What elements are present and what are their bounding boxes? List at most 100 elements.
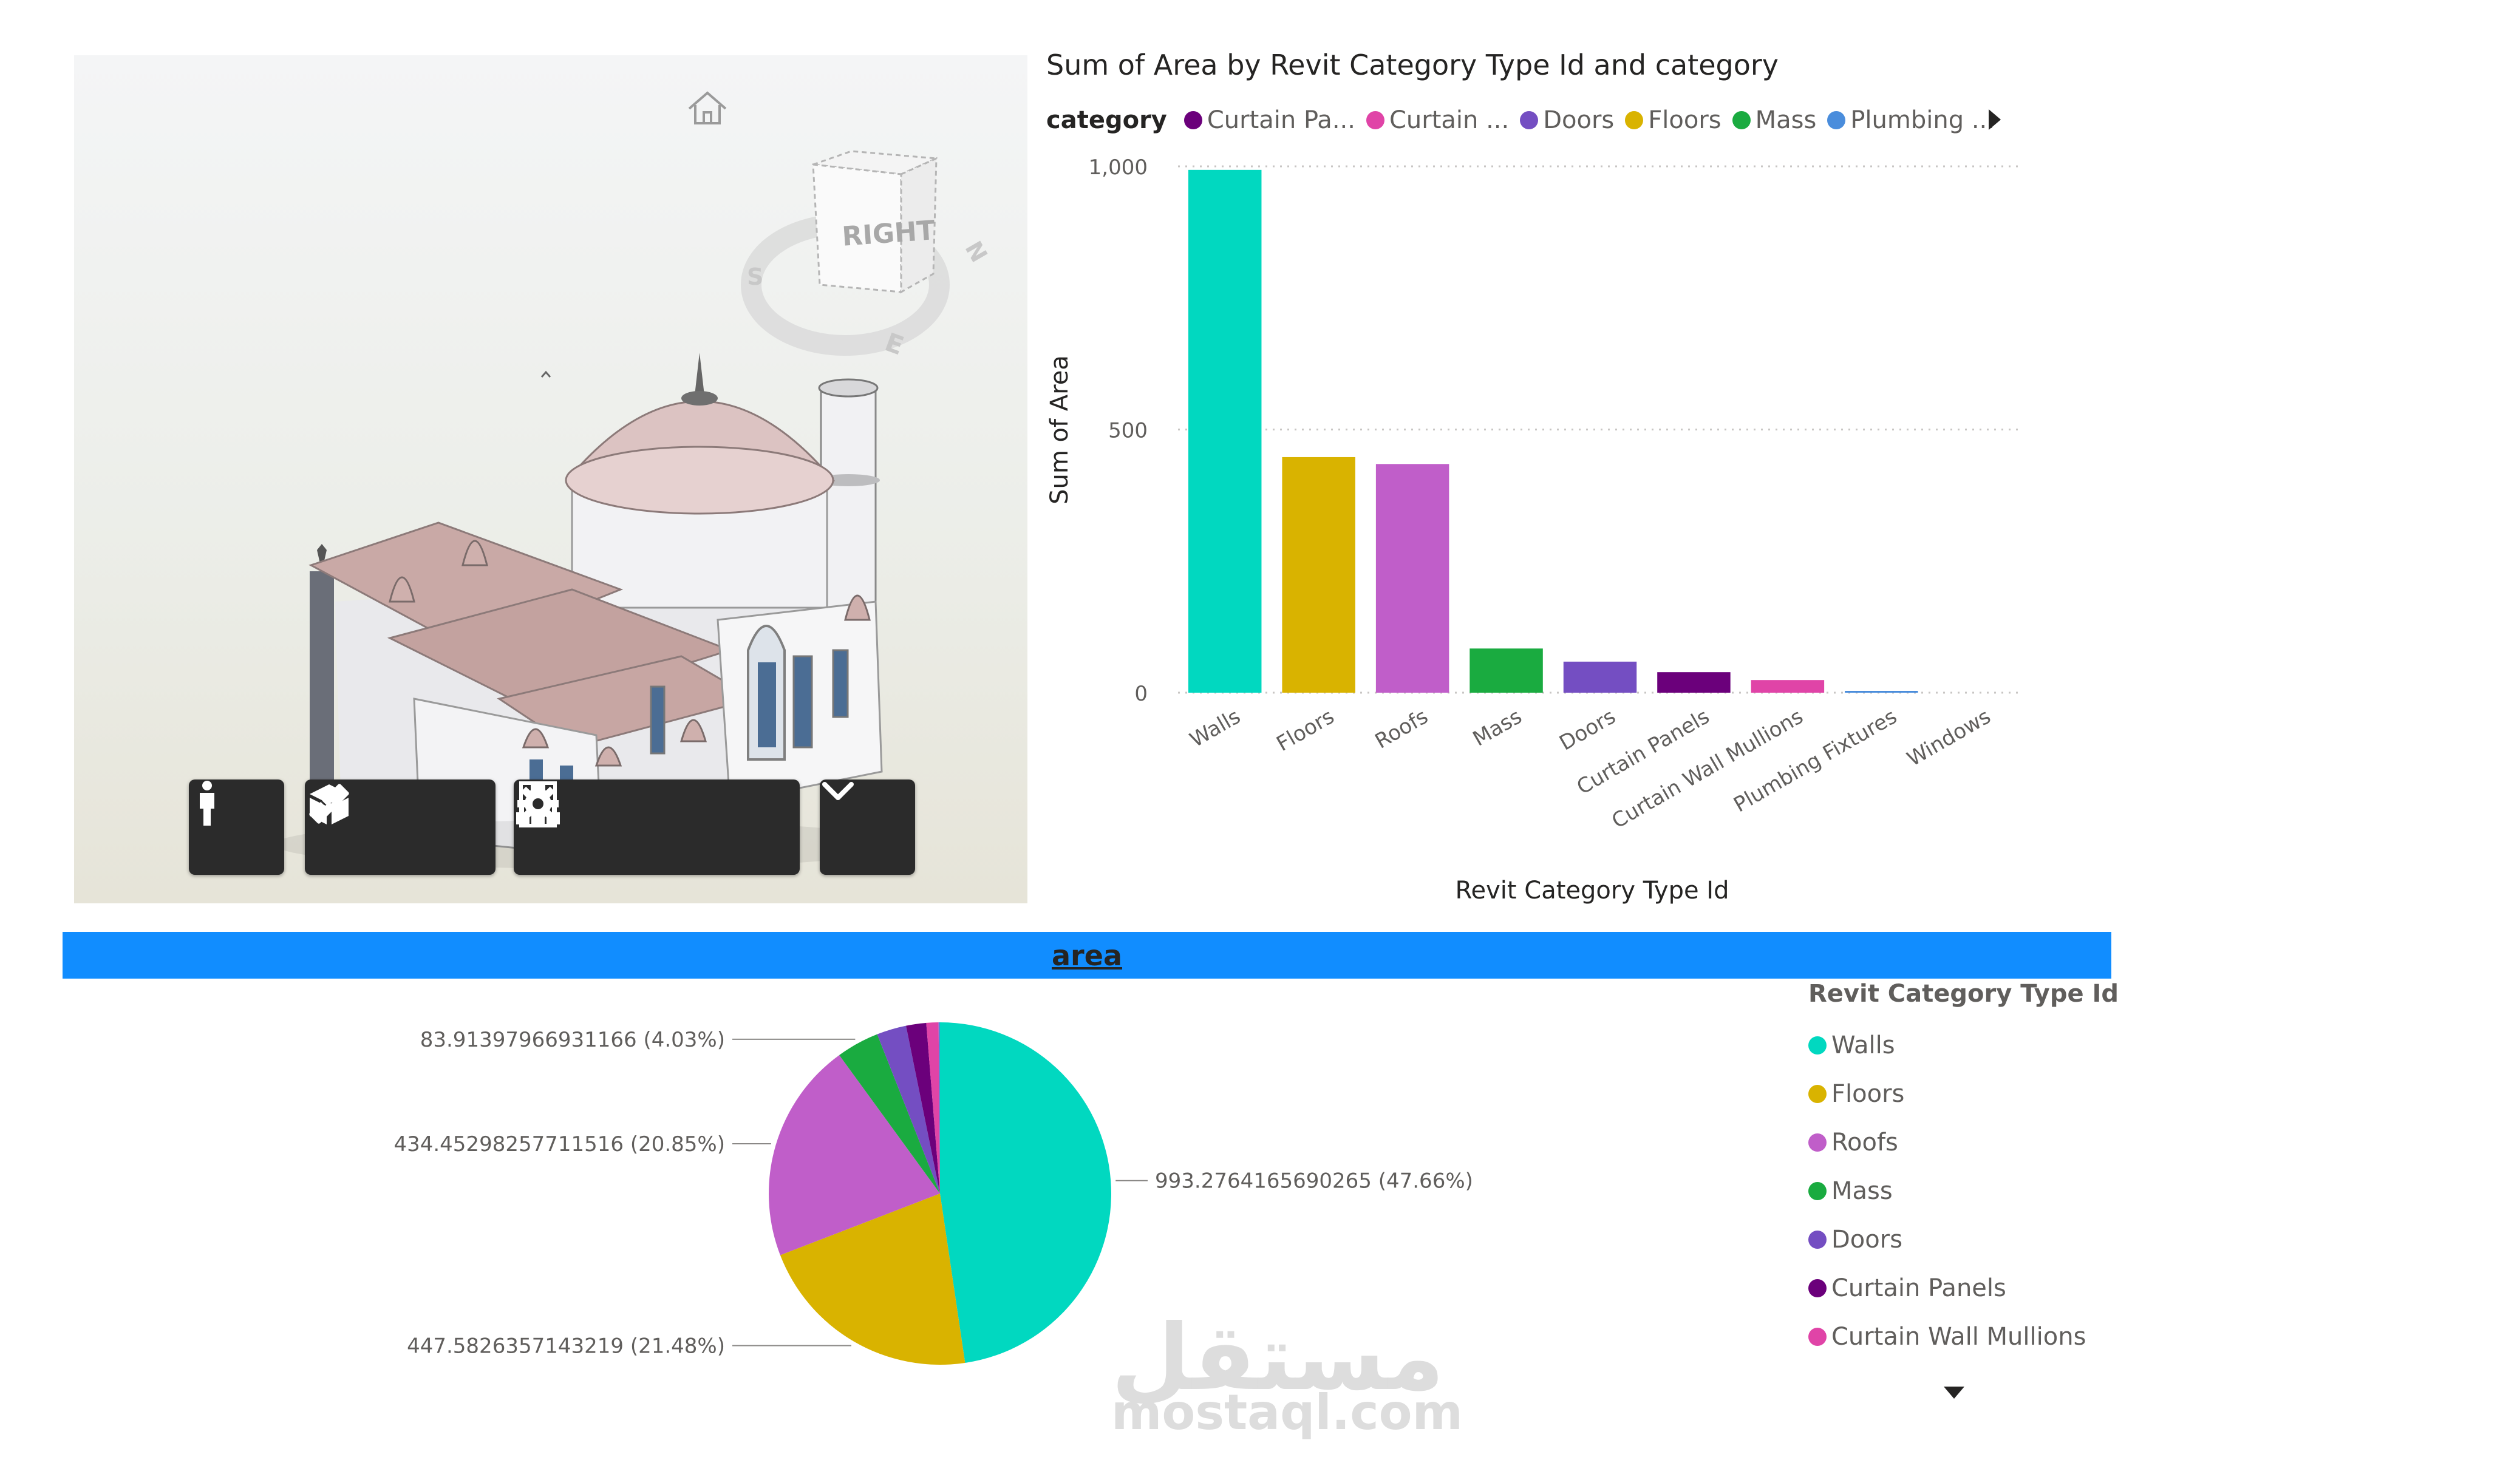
pie-legend-item-curtain-wall-mullions[interactable]: Curtain Wall Mullions [1808,1313,2119,1361]
y-tick-label: 500 [1108,419,1148,443]
pie-legend-item-curtain-panels[interactable]: Curtain Panels [1808,1264,2119,1313]
bar-plumbing-fixtures[interactable] [1845,691,1918,693]
legend-swatch [1808,1279,1827,1297]
bar-curtain-wall-mullions[interactable] [1751,680,1825,693]
legend-label: Walls [1831,1031,1895,1059]
legend-swatch [1808,1231,1827,1249]
pie-chart-legend: Revit Category Type Id Walls Floors Roofs M… [1808,980,2119,1361]
marker-icon [540,370,551,378]
y-tick-label: 0 [1134,682,1148,706]
section-box-button[interactable] [310,779,495,875]
area-header-title: area [1052,939,1122,972]
legend-item-floors[interactable]: Floors [1625,106,1721,134]
legend-swatch [1520,111,1539,129]
first-person-button[interactable] [189,779,284,875]
legend-item-mass[interactable]: Mass [1732,106,1817,134]
legend-label: Roofs [1831,1129,1898,1156]
pie-legend-item-floors[interactable]: Floors [1808,1070,2119,1118]
view-cube-label: RIGHT [841,215,936,253]
legend-label: Curtain Pa... [1207,106,1355,134]
bar-doors[interactable] [1563,661,1637,693]
legend-scroll-down-icon[interactable] [1944,1387,1964,1399]
bar-floors[interactable] [1282,457,1355,693]
model-viewer[interactable]: S E N RIGHT [74,55,1027,903]
toolbar-expand [820,779,915,875]
legend-swatch [1808,1085,1827,1103]
y-axis-label: Sum of Area [1046,355,1074,504]
toolbar-modeling [305,779,495,875]
legend-swatch [1732,111,1751,129]
pie-legend-item-roofs[interactable]: Roofs [1808,1118,2119,1167]
legend-item-doors[interactable]: Doors [1520,106,1614,134]
legend-swatch [1808,1182,1827,1200]
pie-slice-walls[interactable] [940,1022,1112,1363]
chevron-down-icon [822,782,854,800]
legend-label: Floors [1831,1080,1905,1108]
pie-slice-curtain-wall-mullions[interactable] [926,1022,940,1194]
bar-chart-legend: category Curtain Pa... Curtain ... Doors… [1046,104,2006,136]
pie-data-label: 434.45298257711516 (20.85%) [393,1132,725,1156]
legend-swatch [1827,111,1846,129]
toolbar-properties [514,779,800,875]
pie-slice-doors[interactable] [877,1025,940,1194]
legend-swatch [1366,111,1384,129]
toolbar-navigation [189,779,284,875]
pie-slice-floors[interactable] [780,1194,965,1365]
legend-swatch [1625,111,1644,129]
legend-label: Doors [1831,1226,1903,1254]
bar-roofs[interactable] [1375,464,1449,693]
bar-walls[interactable] [1188,169,1262,693]
legend-swatch [1808,1133,1827,1152]
pie-slice-plumbing-fixtures[interactable] [938,1022,940,1194]
compass-s: S [747,263,763,290]
bar-chart-y-axis: 0 500 1,000 [1089,155,1148,706]
pie-slice-mass[interactable] [839,1034,940,1194]
pie-data-label: 83.91397966931166 (4.03%) [420,1028,725,1052]
legend-item-plumbing[interactable]: Plumbing ... [1827,106,1995,134]
pie-legend-item-mass[interactable]: Mass [1808,1167,2119,1215]
pie-slice-roofs[interactable] [769,1055,940,1255]
legend-label: Floors [1648,106,1721,134]
pie-legend-title: Revit Category Type Id [1808,980,2119,1008]
y-tick-label: 1,000 [1089,155,1148,180]
legend-label: Curtain ... [1389,106,1510,134]
bar-chart-bars [1188,169,1918,693]
legend-label: Curtain Panels [1831,1274,2006,1302]
expand-toolbar-button[interactable] [820,779,915,875]
pie-legend-item-walls[interactable]: Walls [1808,1021,2119,1070]
legend-title: category [1046,106,1167,134]
legend-label: Mass [1831,1177,1893,1205]
legend-label: Curtain Wall Mullions [1831,1323,2086,1351]
legend-label: Mass [1755,106,1817,134]
legend-item-curtain-panels[interactable]: Curtain Pa... [1183,106,1355,134]
view-cube[interactable]: RIGHT [812,150,940,294]
settings-button[interactable] [517,779,800,875]
x-axis-label: Revit Category Type Id [1456,877,1729,905]
legend-label: Plumbing ... [1850,106,1995,134]
pie-chart-labels: 993.2764165690265 (47.66%) 447.5826357143… [393,1028,1473,1359]
pie-legend-item-doors[interactable]: Doors [1808,1215,2119,1264]
section-box-icon [310,784,349,824]
bar-mass[interactable] [1469,648,1543,693]
bar-curtain-panels[interactable] [1657,672,1731,693]
pie-slice-curtain-panels[interactable] [906,1022,940,1194]
legend-next-arrow-icon[interactable] [1989,109,2001,130]
legend-swatch [1808,1036,1827,1055]
area-header-banner[interactable]: area [63,932,2111,979]
watermark-arabic: مستقل [1111,1305,1445,1411]
watermark-latin: mostaql.com [1111,1384,1463,1441]
pie-data-label: 447.5826357143219 (21.48%) [407,1334,725,1359]
settings-icon [517,783,559,824]
watermark-logo: مستقل mostaql.com [1111,1305,1463,1441]
legend-label: Doors [1543,106,1615,134]
bar-chart-title: Sum of Area by Revit Category Type Id an… [1046,49,1779,81]
legend-item-curtain-wall-mullions[interactable]: Curtain ... [1366,106,1509,134]
legend-swatch [1808,1328,1827,1346]
first-person-icon [200,781,214,826]
legend-swatch [1183,111,1202,129]
pie-chart-slices [769,1022,1112,1365]
pie-data-label: 993.2764165690265 (47.66%) [1155,1169,1473,1194]
home-icon[interactable] [688,91,727,124]
